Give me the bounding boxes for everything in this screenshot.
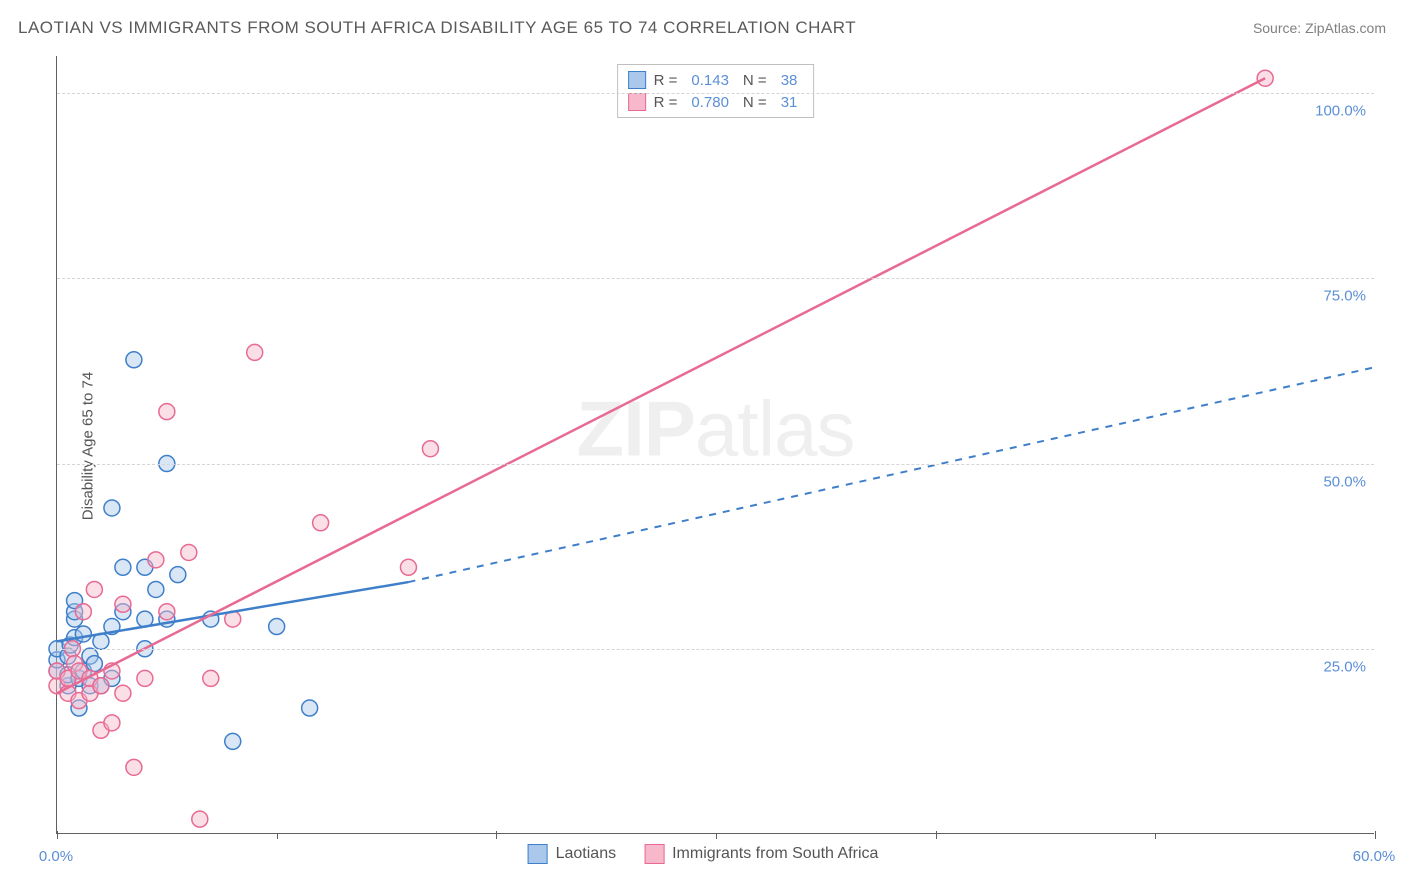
legend-correlation-row: R = 0.143 N = 38	[628, 69, 804, 91]
legend-series-item: Laotians	[528, 844, 617, 864]
x-tick-label: 60.0%	[1353, 848, 1396, 865]
legend-swatch	[528, 844, 548, 864]
scatter-point	[93, 678, 109, 694]
legend-correlation-row: R = 0.780 N = 31	[628, 91, 804, 113]
scatter-point	[422, 441, 438, 457]
x-tick-label: 0.0%	[39, 848, 73, 865]
x-tick	[57, 831, 58, 839]
legend-swatch	[644, 844, 664, 864]
x-tick	[936, 831, 937, 839]
legend-r-value: 0.780	[691, 94, 729, 111]
regression-line-extrapolated	[408, 367, 1375, 582]
gridline-h	[57, 278, 1374, 279]
legend-n-value: 38	[781, 72, 798, 89]
legend-r-prefix: R =	[654, 94, 678, 111]
y-tick-label: 100.0%	[1315, 103, 1366, 120]
legend-n-prefix: N =	[743, 94, 767, 111]
regression-line	[57, 78, 1265, 693]
x-tick	[1155, 834, 1156, 839]
y-tick-label: 75.0%	[1323, 288, 1366, 305]
scatter-point	[137, 670, 153, 686]
scatter-point	[86, 581, 102, 597]
scatter-point	[400, 559, 416, 575]
x-tick	[496, 831, 497, 839]
scatter-point	[269, 619, 285, 635]
legend-r-value: 0.143	[691, 72, 729, 89]
legend-series-label: Laotians	[556, 845, 617, 863]
scatter-point	[225, 733, 241, 749]
scatter-point	[192, 811, 208, 827]
legend-swatch	[628, 71, 646, 89]
legend-swatch	[628, 93, 646, 111]
scatter-point	[302, 700, 318, 716]
y-tick-label: 25.0%	[1323, 658, 1366, 675]
regression-line	[57, 582, 408, 641]
scatter-point	[86, 656, 102, 672]
x-tick	[716, 834, 717, 839]
scatter-point	[181, 544, 197, 560]
chart-title: LAOTIAN VS IMMIGRANTS FROM SOUTH AFRICA …	[18, 18, 856, 38]
x-tick	[277, 834, 278, 839]
scatter-point	[126, 759, 142, 775]
legend-r-prefix: R =	[654, 72, 678, 89]
legend-n-prefix: N =	[743, 72, 767, 89]
scatter-point	[1257, 70, 1273, 86]
scatter-point	[159, 604, 175, 620]
x-tick	[1375, 831, 1376, 839]
scatter-point	[75, 604, 91, 620]
chart-container: LAOTIAN VS IMMIGRANTS FROM SOUTH AFRICA …	[0, 0, 1406, 892]
scatter-point	[148, 581, 164, 597]
gridline-h	[57, 93, 1374, 94]
scatter-point	[203, 670, 219, 686]
scatter-point	[148, 552, 164, 568]
scatter-point	[247, 344, 263, 360]
scatter-point	[126, 352, 142, 368]
scatter-point	[75, 626, 91, 642]
gridline-h	[57, 464, 1374, 465]
scatter-point	[115, 559, 131, 575]
scatter-point	[115, 596, 131, 612]
legend-series: Laotians Immigrants from South Africa	[528, 844, 879, 864]
source-label: Source: ZipAtlas.com	[1253, 20, 1386, 36]
scatter-point	[104, 500, 120, 516]
legend-correlation-box: R = 0.143 N = 38 R = 0.780 N = 31	[617, 64, 815, 118]
legend-series-item: Immigrants from South Africa	[644, 844, 878, 864]
scatter-point	[170, 567, 186, 583]
plot-area: ZIPatlas R =0.143N =38R =0.780N =31 25.0…	[56, 56, 1374, 834]
scatter-point	[159, 404, 175, 420]
legend-n-value: 31	[781, 94, 798, 111]
plot-svg	[57, 56, 1374, 833]
gridline-h	[57, 649, 1374, 650]
legend-series-label: Immigrants from South Africa	[672, 845, 878, 863]
y-tick-label: 50.0%	[1323, 473, 1366, 490]
scatter-point	[115, 685, 131, 701]
scatter-point	[104, 715, 120, 731]
scatter-point	[313, 515, 329, 531]
